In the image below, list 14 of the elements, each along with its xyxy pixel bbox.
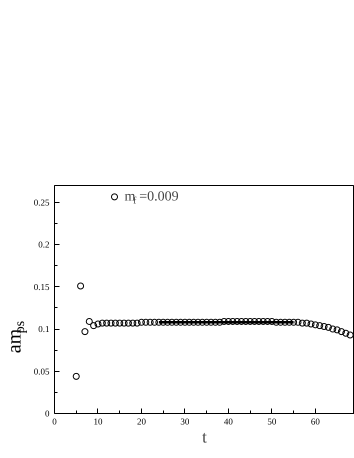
y-tick-label: 0.25 [34, 197, 50, 208]
x-tick-label: 10 [93, 416, 103, 426]
y-tick-label: 0.1 [38, 324, 50, 334]
y-tick-label: 0 [45, 408, 50, 418]
y-tick-label: 0.15 [34, 282, 50, 292]
x-tick-label: 30 [180, 416, 190, 426]
y-tick-label: 0.05 [34, 366, 50, 376]
x-tick-label: 20 [136, 416, 146, 426]
x-tick-label: 50 [267, 416, 277, 426]
x-tick-label: 60 [310, 416, 320, 426]
x-tick-label: 40 [224, 416, 234, 426]
x-tick-label: 0 [52, 416, 58, 426]
y-tick-label: 0.2 [38, 240, 50, 250]
x-axis-title: t [202, 428, 208, 446]
